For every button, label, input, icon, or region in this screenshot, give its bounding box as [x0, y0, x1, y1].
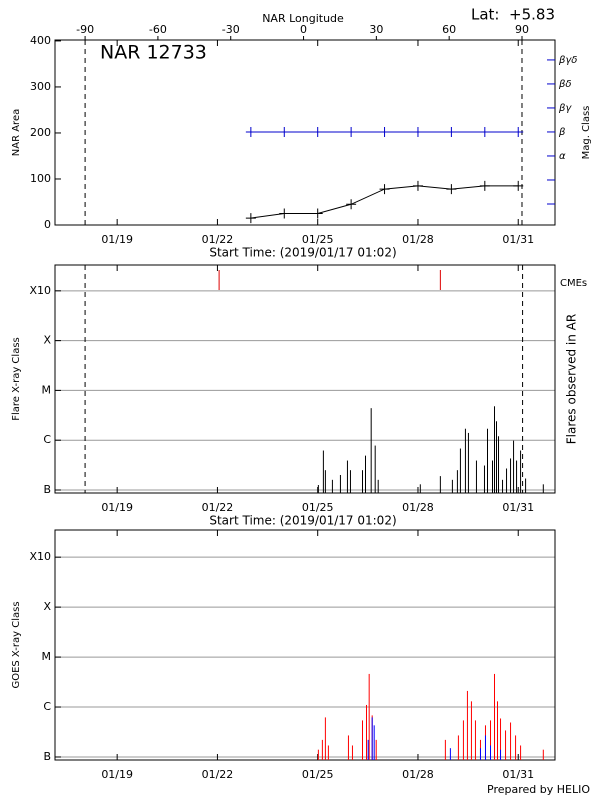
cme-label: CMEs	[560, 278, 587, 289]
x-tick-label: 01/19	[101, 233, 133, 246]
point-marker	[479, 126, 490, 137]
x-tick-label: 01/25	[302, 768, 334, 781]
x2-tick-label: 0	[300, 23, 307, 36]
x2-tick-label: 90	[515, 23, 529, 36]
y-tick-label: X10	[29, 284, 51, 297]
y2-tick-label: α	[559, 151, 566, 162]
plot-frame	[54, 39, 556, 226]
point-marker	[312, 208, 323, 219]
y-axis-label: Flare X-ray Class	[11, 337, 22, 421]
point-marker	[279, 126, 290, 137]
x-axis-label: Start Time: (2019/01/17 01:02)	[209, 514, 396, 528]
y2-tick-label: βγ	[558, 103, 572, 114]
point-marker	[279, 208, 290, 219]
y-tick-label: M	[42, 650, 52, 663]
point-marker	[379, 184, 390, 195]
y-axis-label: NAR Area	[11, 109, 22, 156]
y-tick-label: C	[43, 700, 51, 713]
y-tick-label: X10	[29, 550, 51, 563]
y-tick-label: B	[43, 750, 51, 763]
point-marker	[513, 126, 524, 137]
x2-tick-label: 60	[442, 23, 456, 36]
y-tick-label: 0	[44, 218, 51, 231]
y-tick-label: M	[42, 383, 52, 396]
x-tick-label: 01/19	[101, 501, 133, 514]
y2-tick-label: β	[558, 127, 566, 138]
point-marker	[412, 126, 423, 137]
x2-tick-label: -30	[222, 23, 240, 36]
point-marker	[346, 199, 357, 210]
y-tick-label: X	[43, 600, 51, 613]
y-axis-label: GOES X-ray Class	[11, 601, 22, 688]
point-marker	[346, 126, 357, 137]
x-axis-label: Start Time: (2019/01/17 01:02)	[209, 246, 396, 260]
point-marker	[446, 184, 457, 195]
y2-axis-label: Mag. Class	[581, 106, 592, 160]
point-marker	[412, 180, 423, 191]
point-marker	[379, 126, 390, 137]
x-tick-label: 01/25	[302, 501, 334, 514]
point-marker	[245, 213, 256, 224]
x2-tick-label: -60	[149, 23, 167, 36]
point-marker	[245, 126, 256, 137]
x-tick-label: 01/28	[402, 768, 434, 781]
latitude-label: Lat: +5.83	[471, 6, 555, 24]
x2-axis-label: NAR Longitude	[262, 12, 344, 25]
plot-frame	[54, 264, 556, 494]
y-tick-label: 400	[30, 34, 51, 47]
y-tick-label: B	[43, 483, 51, 496]
point-marker	[479, 180, 490, 191]
point-marker	[446, 126, 457, 137]
point-marker	[513, 180, 524, 191]
footer: Prepared by HELIO	[487, 783, 590, 796]
y-tick-label: 300	[30, 80, 51, 93]
x-tick-label: 01/25	[302, 233, 334, 246]
y2-axis-label: Flares observed in AR	[565, 314, 579, 444]
y-tick-label: C	[43, 433, 51, 446]
x-tick-label: 01/19	[101, 768, 133, 781]
x-tick-label: 01/22	[202, 768, 234, 781]
x-tick-label: 01/28	[402, 233, 434, 246]
plot-frame	[54, 529, 556, 761]
x-tick-label: 01/31	[502, 768, 534, 781]
x-tick-label: 01/22	[202, 233, 234, 246]
y-tick-label: 200	[30, 126, 51, 139]
x2-tick-label: -90	[76, 23, 94, 36]
x-tick-label: 01/22	[202, 501, 234, 514]
y2-tick-label: βγδ	[558, 55, 577, 66]
x-tick-label: 01/31	[502, 233, 534, 246]
x-tick-label: 01/28	[402, 501, 434, 514]
panel-title: NAR 12733	[100, 42, 207, 64]
x-tick-label: 01/31	[502, 501, 534, 514]
x2-tick-label: 30	[369, 23, 383, 36]
point-marker	[312, 126, 323, 137]
y-tick-label: 100	[30, 172, 51, 185]
y2-tick-label: βδ	[558, 79, 572, 90]
y-tick-label: X	[43, 334, 51, 347]
